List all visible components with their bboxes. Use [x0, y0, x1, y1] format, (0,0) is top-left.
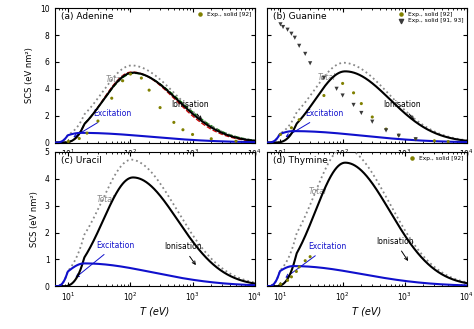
Point — [350, 90, 357, 95]
Point — [357, 110, 365, 115]
Point — [179, 127, 187, 132]
Point — [295, 43, 303, 48]
Point — [350, 102, 357, 108]
Legend: Exp., solid [92]: Exp., solid [92] — [193, 11, 252, 17]
Point — [368, 119, 376, 124]
Point — [119, 78, 127, 83]
Point — [445, 139, 452, 144]
Point — [208, 136, 215, 141]
Text: (d) Thymine: (d) Thymine — [273, 156, 328, 165]
Point — [295, 264, 303, 269]
Point — [320, 75, 328, 81]
Point — [94, 118, 102, 124]
Point — [170, 120, 178, 125]
Y-axis label: SCS (eV nm²): SCS (eV nm²) — [26, 47, 35, 103]
Point — [301, 51, 309, 57]
Text: (c) Uracil: (c) Uracil — [61, 156, 101, 165]
Text: Excitation: Excitation — [286, 242, 346, 277]
Legend: Exp., solid [92]: Exp., solid [92] — [405, 155, 464, 161]
Point — [301, 258, 309, 263]
Point — [284, 278, 292, 283]
Text: Total: Total — [309, 187, 327, 196]
Point — [339, 93, 346, 98]
Text: Ionisation: Ionisation — [164, 242, 202, 264]
Point — [277, 22, 284, 27]
Text: Total: Total — [105, 75, 123, 85]
Point — [232, 139, 240, 144]
Point — [279, 24, 287, 30]
Y-axis label: SCS (eV nm²): SCS (eV nm²) — [30, 191, 39, 247]
Point — [277, 281, 284, 287]
Point — [333, 86, 340, 91]
Point — [382, 128, 390, 133]
Point — [156, 105, 164, 110]
Point — [395, 133, 402, 139]
Text: (a) Adenine: (a) Adenine — [61, 12, 113, 21]
Point — [64, 139, 72, 144]
X-axis label: T (eV): T (eV) — [352, 306, 382, 316]
Point — [288, 31, 295, 37]
Point — [412, 136, 419, 141]
X-axis label: T (eV): T (eV) — [140, 306, 169, 316]
Point — [284, 27, 292, 32]
Point — [412, 137, 419, 142]
Point — [127, 71, 134, 77]
Text: Total: Total — [318, 73, 336, 82]
Point — [292, 269, 300, 274]
Point — [146, 88, 153, 93]
Point — [430, 138, 438, 143]
Text: Excitation: Excitation — [74, 109, 131, 137]
Point — [339, 81, 346, 86]
Point — [320, 93, 328, 98]
Point — [306, 61, 314, 66]
Point — [382, 126, 390, 132]
Point — [295, 117, 303, 122]
Point — [108, 96, 116, 101]
Text: Excitation: Excitation — [76, 241, 134, 277]
Legend: Exp., solid [92], Exp., solid [91, 93]: Exp., solid [92], Exp., solid [91, 93] — [394, 11, 464, 24]
Point — [83, 131, 91, 136]
Point — [137, 75, 145, 81]
Point — [357, 101, 365, 106]
Point — [277, 132, 284, 137]
Text: Total: Total — [97, 195, 115, 204]
Text: Ionisation: Ionisation — [383, 100, 421, 119]
Point — [368, 114, 376, 120]
Point — [288, 274, 295, 279]
Point — [75, 136, 83, 141]
Point — [288, 125, 295, 130]
Text: (b) Guanine: (b) Guanine — [273, 12, 326, 21]
Text: Excitation: Excitation — [286, 109, 344, 137]
Text: Ionisation: Ionisation — [376, 237, 414, 260]
Text: Ionisation: Ionisation — [171, 100, 209, 119]
Point — [189, 132, 196, 137]
Point — [306, 254, 314, 259]
Point — [291, 35, 299, 40]
Point — [395, 133, 402, 138]
